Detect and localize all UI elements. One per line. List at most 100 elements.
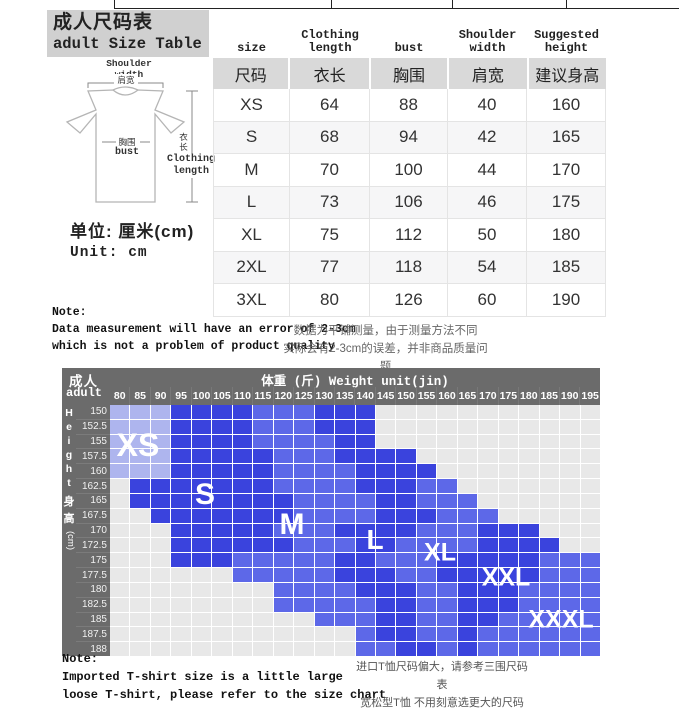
heatmap-cell: [580, 419, 600, 434]
heatmap-cell: [212, 597, 232, 612]
heatmap-cell: [355, 568, 375, 582]
weight-tick: 150: [395, 387, 415, 405]
length-label-cn: 衣 长: [178, 132, 189, 152]
weight-height-heatmap: 成人 adult 体重 (斤) Weight unit(jin) 80 85 90 9…: [62, 368, 600, 656]
height-tick: 187.5: [76, 627, 110, 643]
heatmap-cell: [314, 568, 335, 582]
weight-tick: 165: [456, 387, 477, 405]
heatmap-cell: [232, 568, 253, 582]
heatmap-cell: [130, 597, 150, 612]
heatmap-cell: [232, 642, 253, 656]
heatmap-cell: [478, 449, 498, 464]
heatmap-cell: [355, 553, 375, 568]
heatmap-cell: [539, 597, 560, 612]
note-imported-chinese: 进口T恤尺码偏大，请参考三围尺码表 宽松型T恤 不用刻意选更大的尺码: [352, 658, 532, 712]
heatmap-cell: [355, 464, 375, 479]
weight-tick: 90: [149, 387, 170, 405]
heatmap-cell: [396, 612, 416, 627]
heatmap-cell: [232, 405, 253, 419]
heatmap-cell: [150, 582, 171, 597]
heatmap-cell: [437, 538, 457, 553]
height-tick: 172.5: [76, 538, 110, 554]
heatmap-cell: [560, 538, 580, 553]
cropped-top-table-row: [114, 0, 679, 9]
heatmap-cell: [212, 538, 232, 553]
heatmap-cell: [560, 553, 580, 568]
size-table-row: XL 75 112 50 180: [213, 219, 606, 252]
heatmap-cell: [498, 627, 519, 642]
heatmap-cell: [171, 464, 191, 479]
heatmap-cell: [560, 582, 580, 597]
heatmap-cell: [498, 642, 519, 656]
heatmap-cell: [110, 553, 130, 568]
height-axis-unit: (cm): [65, 531, 76, 550]
heatmap-cell: [150, 642, 171, 656]
heatmap-cell: [253, 642, 273, 656]
heatmap-cell: [150, 538, 171, 553]
unit-english: Unit: cm: [70, 245, 148, 261]
heatmap-cell: [355, 582, 375, 597]
heatmap-cell: [314, 464, 335, 479]
note-measurement-chinese: 数据为平铺测量，由于测量方法不同 实际会有2-3cm的误差，并非商品质量问题: [283, 322, 488, 376]
heatmap-cell: [539, 449, 560, 464]
heatmap-cell: [212, 612, 232, 627]
heatmap-cell: [110, 405, 130, 419]
heatmap-cell: [437, 612, 457, 627]
size-table-cell: 185: [527, 251, 606, 283]
heatmap-cell: [416, 419, 437, 434]
note-imported-english: Note: Imported T-shirt size is a little …: [62, 650, 386, 704]
heatmap-cell: [294, 405, 314, 419]
heatmap-cell: [437, 479, 457, 493]
heatmap-cell: [519, 538, 539, 553]
size-table-cell: 118: [370, 251, 448, 283]
heatmap-cell: [314, 582, 335, 597]
size-table-cell: 70: [290, 154, 370, 186]
heatmap-cell: [130, 434, 150, 449]
heatmap-cell: [130, 642, 150, 656]
heatmap-cell: [560, 508, 580, 523]
heatmap-cell: [253, 597, 273, 612]
heatmap-cell: [150, 464, 171, 479]
heatmap-cell: [335, 434, 355, 449]
heatmap-cell: [498, 523, 519, 538]
heatmap-cell: [171, 642, 191, 656]
heatmap-cell: [519, 642, 539, 656]
heatmap-cell: [396, 553, 416, 568]
heatmap-cell: [457, 597, 478, 612]
height-tick: 170: [76, 524, 110, 539]
heatmap-cell: [191, 419, 212, 434]
size-table-cell: 190: [527, 284, 606, 316]
heatmap-cell: [212, 627, 232, 642]
heatmap-cell: [212, 508, 232, 523]
heatmap-cell: [171, 627, 191, 642]
heatmap-cell: [273, 464, 294, 479]
heatmap-cell: [335, 493, 355, 508]
heatmap-cell: [130, 612, 150, 627]
column-header: 尺码: [213, 58, 289, 89]
heatmap-cell: [232, 612, 253, 627]
heatmap-cell: [396, 538, 416, 553]
heatmap-cell: [416, 582, 437, 597]
heatmap-cell: [560, 434, 580, 449]
heatmap-cell: [253, 449, 273, 464]
heatmap-cell: [580, 449, 600, 464]
weight-tick: 80: [113, 390, 126, 402]
heatmap-cell: [294, 612, 314, 627]
heatmap-cell: [335, 642, 355, 656]
heatmap-cell: [539, 612, 560, 627]
heatmap-cell: [191, 508, 212, 523]
heatmap-cell: [150, 449, 171, 464]
heatmap-cell: [396, 523, 416, 538]
heatmap-cell: [396, 405, 416, 419]
height-axis-letter: g: [65, 449, 73, 461]
heatmap-cell: [314, 523, 335, 538]
size-table-cell: 68: [290, 121, 370, 153]
title-chinese: 成人尺码表: [53, 12, 154, 33]
heatmap-cell: [150, 597, 171, 612]
heatmap-cell: [110, 568, 130, 582]
weight-tick: 95: [170, 387, 190, 405]
heatmap-cell: [478, 642, 498, 656]
heatmap-cell: [150, 479, 171, 493]
heatmap-cell: [519, 405, 539, 419]
heatmap-cell: [519, 434, 539, 449]
